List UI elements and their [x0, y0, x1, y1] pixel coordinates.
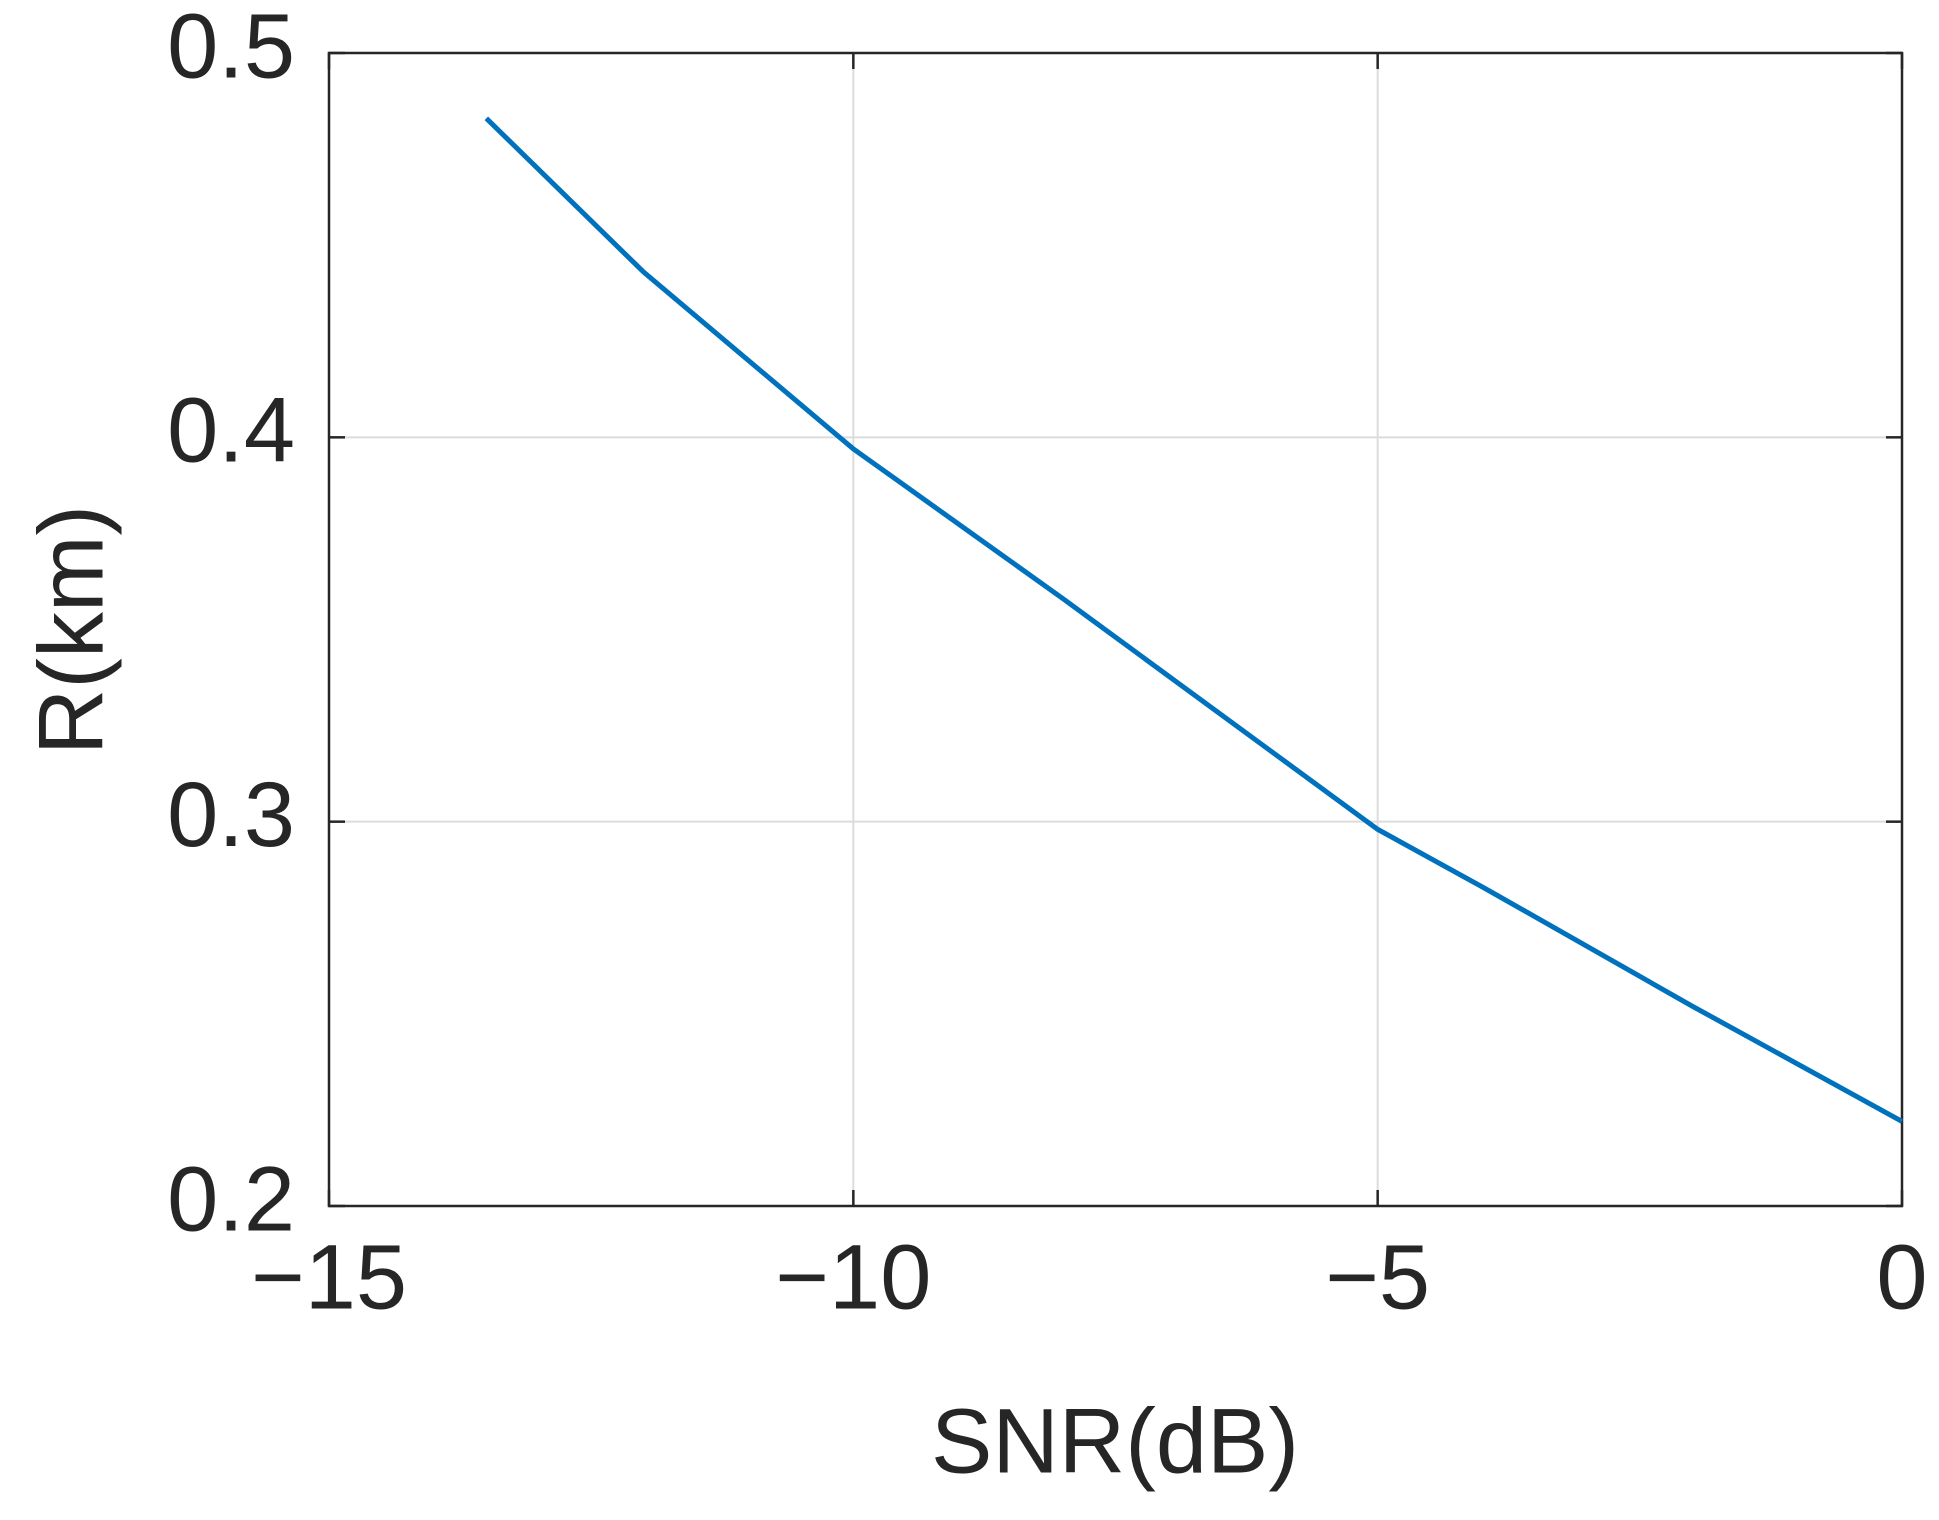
y-axis-label: R(km)	[20, 505, 122, 755]
plot-frame	[327, 51, 1904, 1208]
x-tick-label: −15	[251, 1226, 407, 1328]
x-tick-label: −5	[1325, 1226, 1430, 1328]
x-axis-label: SNR(dB)	[931, 1390, 1299, 1492]
y-tick-label: 0.3	[167, 764, 295, 866]
x-tick-label: −10	[775, 1226, 931, 1328]
y-tick-label: 0.5	[167, 0, 295, 97]
y-tick-label: 0.2	[167, 1148, 295, 1250]
data-line	[484, 116, 1904, 1124]
y-tick-label: 0.4	[167, 380, 295, 482]
x-tick-label: 0	[1876, 1226, 1927, 1328]
